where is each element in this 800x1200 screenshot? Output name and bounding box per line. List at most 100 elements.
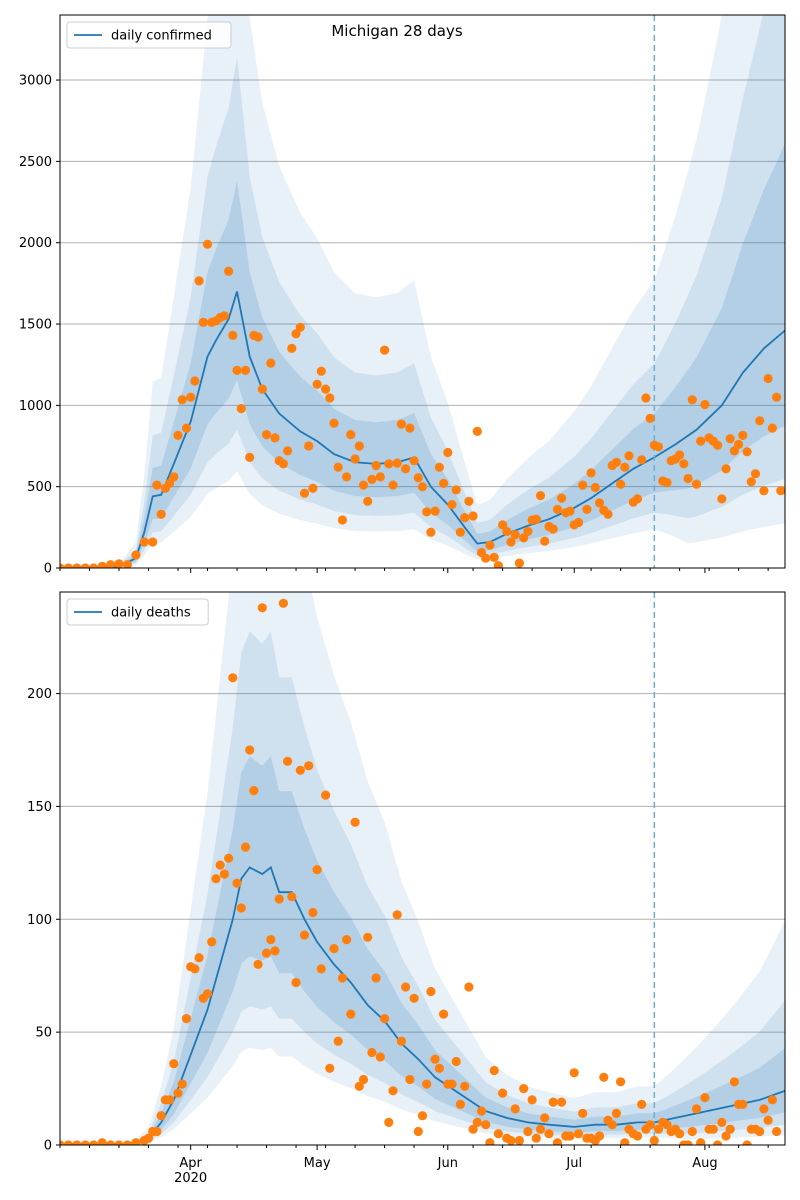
confirmed-observed-point [687, 395, 697, 405]
deaths-plot-area [60, 592, 785, 1145]
confirmed-observed-point [312, 379, 322, 389]
confirmed-observed-point [422, 507, 432, 517]
confirmed-observed-point [472, 426, 482, 436]
confirmed-y-tick-label: 1000 [19, 399, 52, 414]
deaths-observed-point [122, 1140, 132, 1145]
deaths-axes-frame [59, 591, 786, 1146]
confirmed-observed-point [363, 496, 373, 506]
confirmed-observed-point [578, 480, 588, 490]
deaths-y-tick-label: 0 [44, 1139, 52, 1154]
confirmed-legend-label: daily confirmed [111, 29, 212, 44]
confirmed-observed-point [447, 500, 457, 510]
confirmed-observed-point [181, 423, 192, 433]
confirmed-y-tick-label: 0 [44, 562, 52, 577]
deaths-observed-point [114, 1140, 124, 1145]
confirmed-observed-point [426, 527, 436, 537]
deaths-observed-point [329, 944, 339, 954]
confirmed-observed-point [240, 365, 251, 375]
confirmed-observed-point [224, 266, 234, 276]
confirmed-observed-point [401, 464, 411, 474]
confirmed-observed-point [194, 276, 204, 286]
deaths-observed-point [422, 1079, 432, 1089]
confirmed-uncertainty-band-3 [60, 143, 785, 568]
confirmed-observed-point [679, 459, 689, 469]
confirmed-observed-point [645, 413, 655, 423]
deaths-observed-point [573, 1129, 584, 1139]
deaths-observed-point [316, 964, 326, 974]
deaths-observed-point [662, 1120, 672, 1130]
deaths-observed-point [717, 1117, 727, 1127]
confirmed-observed-point [152, 480, 162, 490]
confirmed-observed-point [489, 552, 499, 563]
confirmed-observed-point [346, 430, 356, 440]
confirmed-observed-point [177, 395, 187, 405]
confirmed-observed-point [464, 496, 474, 506]
confirmed-observed-point [337, 515, 347, 525]
deaths-uncertainty-band-3 [60, 756, 785, 1145]
deaths-y-tick-label: 150 [27, 800, 52, 815]
confirmed-observed-point [443, 447, 453, 458]
deaths-observed-point [131, 1138, 141, 1145]
deaths-observed-point [224, 853, 234, 863]
confirmed-observed-point [63, 563, 73, 568]
deaths-observed-point [211, 874, 221, 884]
deaths-observed-point [772, 1126, 782, 1137]
confirmed-observed-point [291, 329, 301, 339]
confirmed-observed-point [675, 450, 685, 460]
confirmed-observed-point [493, 561, 503, 568]
deaths-y-tick-label: 100 [27, 913, 52, 928]
confirmed-observed-point [594, 498, 605, 508]
deaths-observed-point [514, 1135, 524, 1145]
confirmed-observed-point [776, 486, 785, 496]
confirmed-observed-point [396, 419, 406, 429]
confirmed-observed-point [122, 560, 132, 568]
deaths-x-tick-label: Apr [179, 1156, 202, 1171]
confirmed-observed-point [502, 526, 512, 537]
confirmed-panel: 0 500 1000 1500 2000 2500 3000 daily confirmed [19, 14, 786, 577]
deaths-observed-point [367, 1047, 377, 1058]
deaths-observed-point [249, 786, 259, 796]
deaths-observed-point [713, 1140, 723, 1145]
deaths-observed-point [759, 1104, 769, 1114]
confirmed-observed-point [514, 558, 525, 568]
confirmed-observed-point [510, 530, 520, 540]
deaths-observed-point [447, 1079, 457, 1089]
deaths-observed-point [194, 953, 204, 963]
confirmed-observed-point [236, 404, 246, 414]
confirmed-observed-point [342, 472, 352, 482]
deaths-observed-point [60, 1140, 65, 1145]
deaths-observed-point [304, 761, 314, 771]
confirmed-observed-point [734, 439, 744, 449]
confirmed-observed-point [590, 482, 600, 493]
confirmed-observed-point [80, 563, 90, 568]
deaths-observed-point [371, 973, 381, 983]
deaths-observed-point [725, 1124, 735, 1134]
deaths-observed-point [599, 1072, 609, 1082]
confirmed-observed-point [531, 514, 541, 524]
confirmed-observed-point [329, 418, 339, 428]
confirmed-observed-point [729, 446, 740, 456]
deaths-observed-point [325, 1063, 335, 1073]
deaths-observed-point [683, 1140, 693, 1145]
confirmed-observed-point [380, 345, 390, 355]
deaths-observed-point [236, 903, 246, 913]
deaths-legend-label: daily deaths [111, 606, 191, 621]
deaths-observed-point [755, 1126, 765, 1137]
deaths-observed-point [63, 1140, 73, 1145]
deaths-observed-point [426, 986, 436, 997]
deaths-observed-point [460, 1081, 470, 1091]
deaths-observed-point [165, 1095, 175, 1105]
confirmed-uncertainty-band-2 [60, 15, 785, 568]
confirmed-observed-point [384, 459, 394, 469]
deaths-observed-point [337, 973, 347, 983]
confirmed-observed-point [413, 473, 423, 483]
confirmed-observed-point [573, 517, 584, 528]
deaths-observed-point [430, 1054, 440, 1064]
deaths-observed-point [380, 1014, 390, 1024]
deaths-observed-point [540, 1113, 550, 1123]
confirmed-observed-point [245, 452, 255, 462]
confirmed-observed-point [451, 485, 461, 495]
confirmed-y-tick-label: 2500 [19, 155, 52, 170]
confirmed-observed-point [321, 384, 331, 394]
